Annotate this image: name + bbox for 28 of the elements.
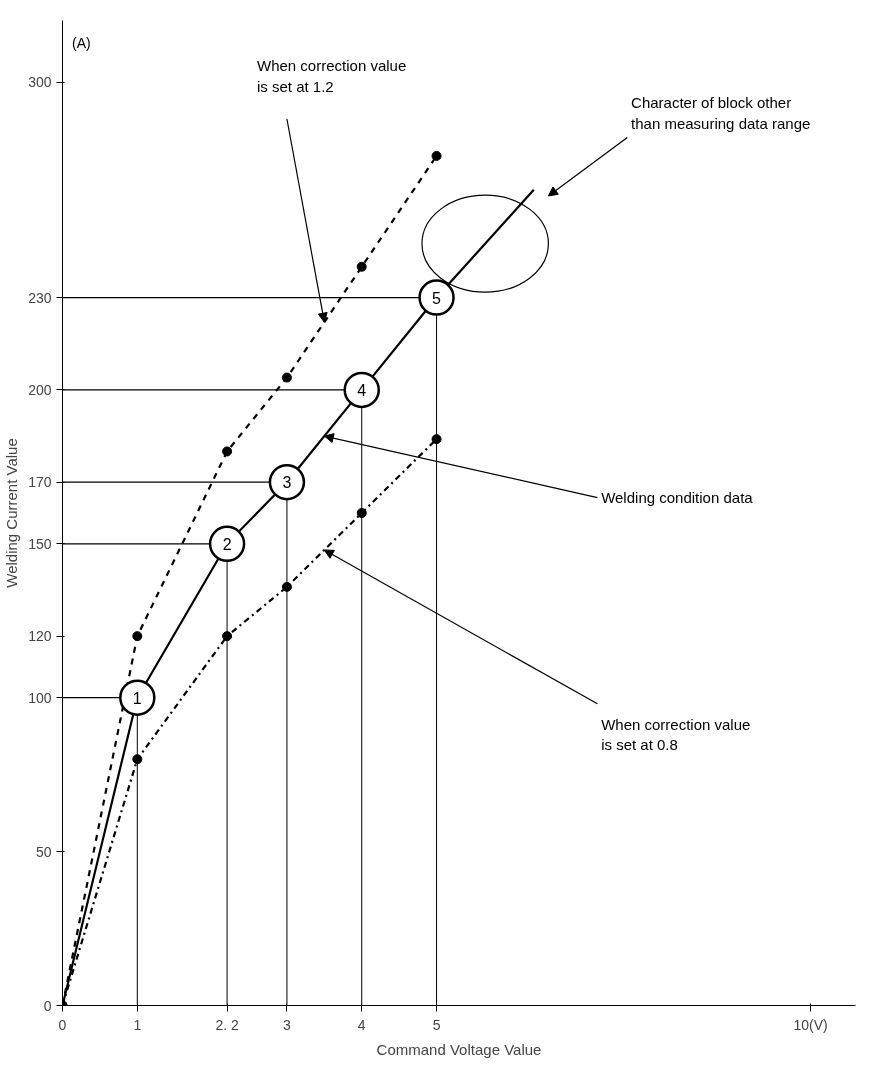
y-tick-label: 0 (43, 997, 52, 1014)
y-tick-label: 120 (28, 628, 52, 645)
x-axis-title: Command Voltage Value (376, 1040, 542, 1058)
x-tick-label: 5 (432, 1016, 441, 1033)
annotation: 4 (357, 381, 367, 399)
annotation: 3 (282, 474, 292, 492)
y-tick-label: 100 (28, 689, 52, 706)
y-tick-label: 50 (35, 843, 52, 860)
annotation: Character of block other than measuring data range (631, 94, 811, 132)
x-tick-label: 2. 2 (215, 1016, 239, 1033)
annotation: When correction value is set at 0.8 (601, 715, 751, 754)
y-tick-label: 230 (28, 289, 52, 306)
x-tick-label: 4 (357, 1016, 366, 1033)
y-axis-title: Welding Current Value (3, 438, 21, 588)
y-tick-label: 150 (28, 535, 52, 552)
annotation: 5 (432, 289, 442, 307)
annotation: (A) (72, 35, 91, 52)
x-tick-label: 3 (283, 1016, 292, 1033)
y-tick-label: 200 (28, 381, 52, 398)
x-tick-label: 1 (133, 1016, 142, 1033)
annotation: When correction value is set at 1.2 (257, 57, 407, 95)
annotation: Welding condition data (601, 489, 754, 507)
annotation: 1 (132, 689, 142, 707)
y-tick-label: 300 (28, 74, 52, 91)
annotation: 2 (222, 535, 232, 553)
x-tick-label: 10(V) (793, 1016, 828, 1033)
y-tick-label: 170 (28, 474, 52, 491)
x-tick-label: 0 (58, 1016, 67, 1033)
